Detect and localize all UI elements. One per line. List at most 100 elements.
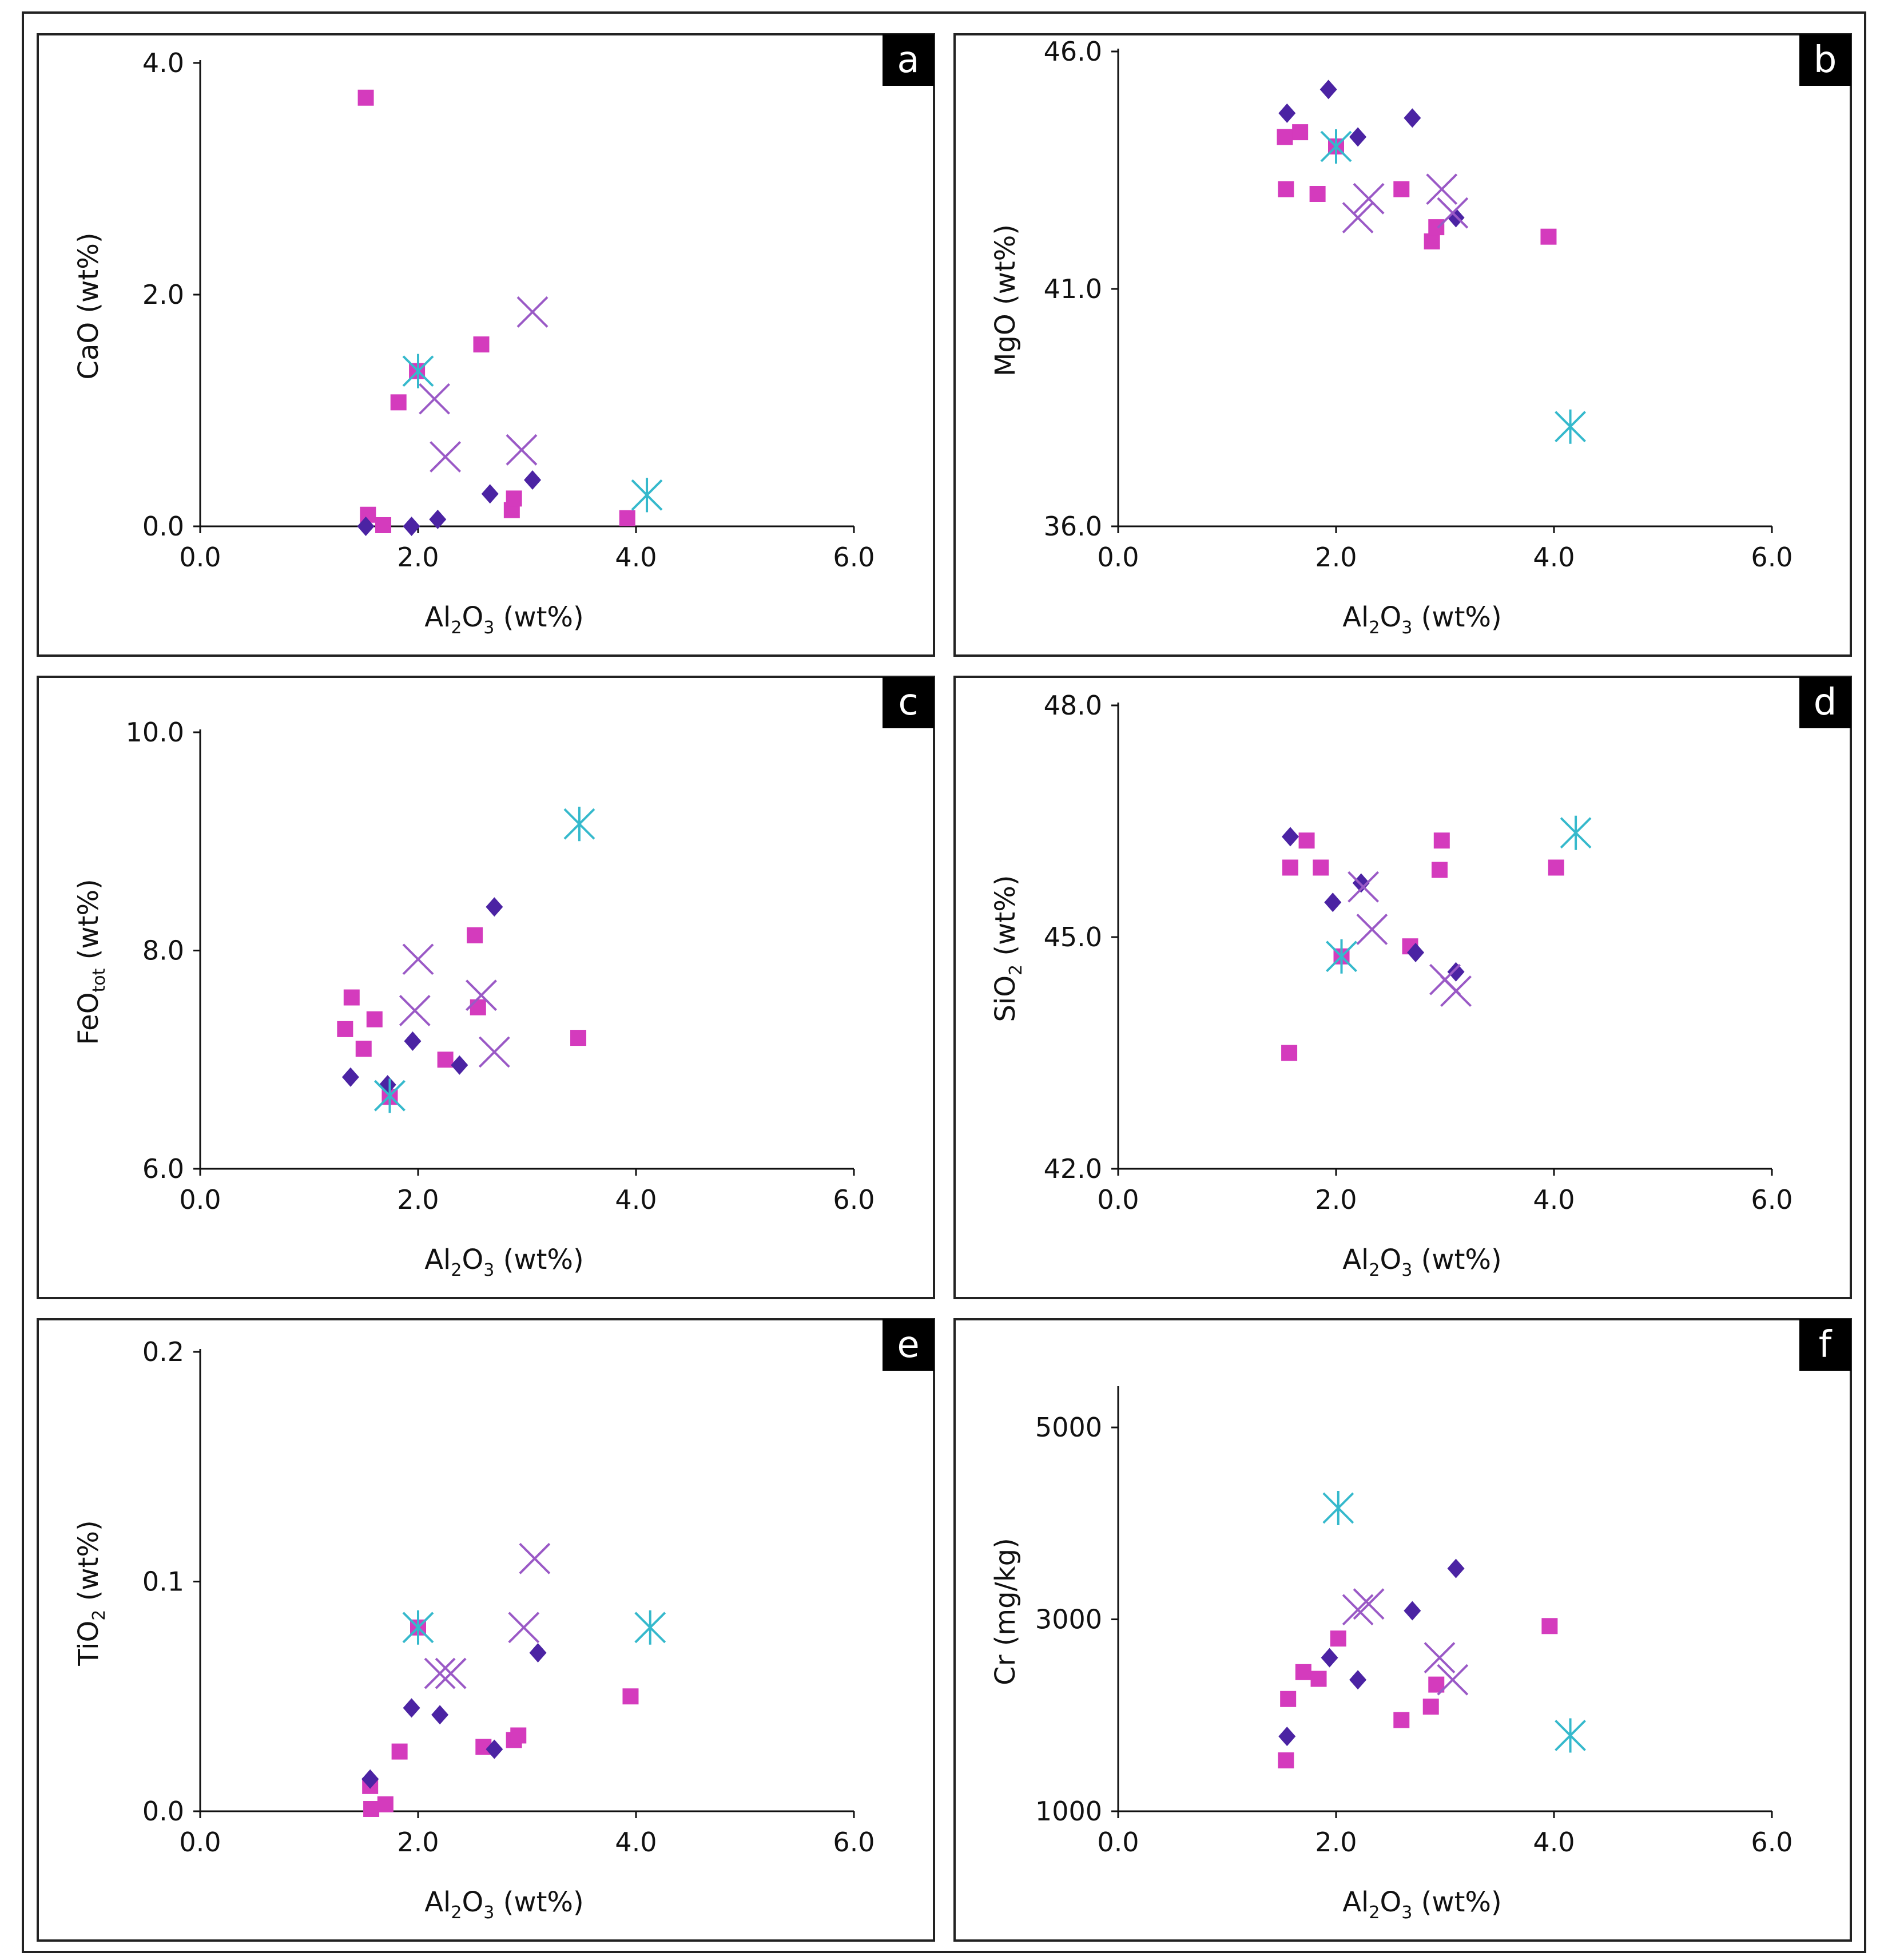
data-point-cross [1426,173,1458,205]
panel-frame [953,33,1852,657]
data-point-square [622,1688,639,1705]
data-point-asterisk [1320,129,1352,164]
data-point-square [357,89,374,106]
y-axis-label-part: (wt%) [73,879,105,968]
x-axis-label-part: O [1380,1886,1401,1918]
x-tick-label: 2.0 [397,1184,439,1215]
x-axis-label-subscript: 3 [483,1260,494,1280]
panel-label: e [897,1324,919,1366]
y-axis-label-part: MgO [989,314,1021,376]
data-point-square [390,394,407,411]
y-axis-label-subscript: 2 [89,1610,109,1621]
y-axis-label: FeOtot (wt%) [73,879,109,1045]
x-tick-label: 0.0 [179,542,221,573]
data-point-diamond [1447,1558,1465,1578]
y-axis-label-subscript: tot [89,968,109,992]
x-tick-label: 2.0 [397,542,439,573]
data-point-square [619,510,635,526]
y-axis-label-part: (wt%) [73,232,105,322]
x-axis-label-part: (wt%) [1412,1886,1501,1918]
x-axis-label-part: O [1380,1244,1401,1276]
data-point-square [1540,228,1557,245]
data-point-diamond [431,1705,449,1725]
x-axis-label-part: Al [424,1886,451,1918]
x-tick-label: 0.0 [1097,1184,1139,1215]
y-tick-label: 8.0 [142,935,184,966]
data-point-cross [1353,182,1385,215]
y-axis-label-part: (wt%) [73,1520,105,1609]
x-axis-label: Al2O3 (wt%) [1342,1244,1502,1280]
x-tick-label: 4.0 [615,1184,657,1215]
y-tick-label: 4.0 [142,47,184,78]
panel-f: f 0.0 2.0 4.0 6.0 1000 3000 5000 Al2O3 (wt%) Cr (… [953,1318,1852,1942]
panel-frame [37,1318,935,1942]
x-axis-label-part: (wt%) [494,1244,583,1276]
data-point-cross [1342,202,1374,233]
y-tick-label: 5000 [1035,1412,1102,1443]
y-axis-label: Cr (mg/kg) [989,1538,1021,1685]
data-point-cross [1353,1588,1385,1620]
data-point-square [510,1727,527,1744]
x-axis-label-subscript: 2 [451,618,462,638]
y-tick-label: 0.0 [142,1796,184,1827]
data-point-cross [1342,1594,1374,1626]
x-tick-label: 6.0 [1751,542,1792,573]
x-tick-label: 4.0 [1533,1184,1575,1215]
panel-label: b [1814,39,1837,81]
data-point-square [1277,129,1293,145]
y-tick-label: 48.0 [1044,690,1102,721]
panel-label: d [1814,681,1837,724]
data-point-diamond [1324,892,1342,912]
y-axis-label: MgO (wt%) [989,224,1021,376]
x-tick-label: 4.0 [615,1827,657,1858]
data-point-diamond [451,1055,468,1075]
data-point-cross [508,1612,540,1644]
data-point-cross [402,943,434,975]
x-tick-label: 4.0 [615,542,657,573]
panel-frame [37,676,935,1299]
data-point-cross [519,1542,551,1574]
data-point-square [355,1041,372,1057]
panel-frame [953,676,1852,1299]
panel-label: c [898,681,918,724]
data-point-square [1548,859,1564,876]
data-point-cross [430,441,462,473]
data-point-square [473,336,490,353]
x-axis-label-part: O [1380,601,1401,633]
y-tick-label: 0.2 [142,1336,184,1367]
data-point-cross [506,434,538,466]
data-point-diamond [1321,1648,1338,1668]
x-axis-label-subscript: 2 [1369,1260,1380,1280]
x-tick-label: 4.0 [1533,542,1575,573]
data-point-square [1295,1664,1311,1680]
x-axis-label-part: Al [1342,601,1369,633]
data-point-diamond [1319,80,1337,100]
x-tick-label: 2.0 [1315,542,1357,573]
x-axis-label-subscript: 2 [451,1260,462,1280]
y-axis-label: TiO2 (wt%) [73,1520,109,1666]
y-tick-label: 2.0 [142,279,184,310]
data-point-square [1428,219,1445,236]
x-tick-label: 0.0 [1097,542,1139,573]
x-axis-label-part: Al [424,1244,451,1276]
y-tick-label: 10.0 [126,717,184,748]
data-point-square [1309,186,1326,202]
data-point-cross [1437,1664,1469,1696]
x-axis-label-subscript: 3 [1401,1260,1412,1280]
data-point-square [1278,181,1294,197]
data-point-diamond [357,517,375,536]
x-tick-label: 0.0 [1097,1827,1139,1858]
x-axis-label-part: Al [1342,1244,1369,1276]
x-axis-label: Al2O3 (wt%) [424,1244,584,1280]
data-point-asterisk [1555,1718,1586,1753]
panel-label-badge [883,34,934,86]
x-tick-label: 2.0 [397,1827,439,1858]
data-point-cross [478,1036,510,1068]
data-point-square [366,1011,383,1027]
data-point-diamond [403,517,420,536]
data-point-square [467,927,483,943]
data-point-asterisk [563,807,595,842]
